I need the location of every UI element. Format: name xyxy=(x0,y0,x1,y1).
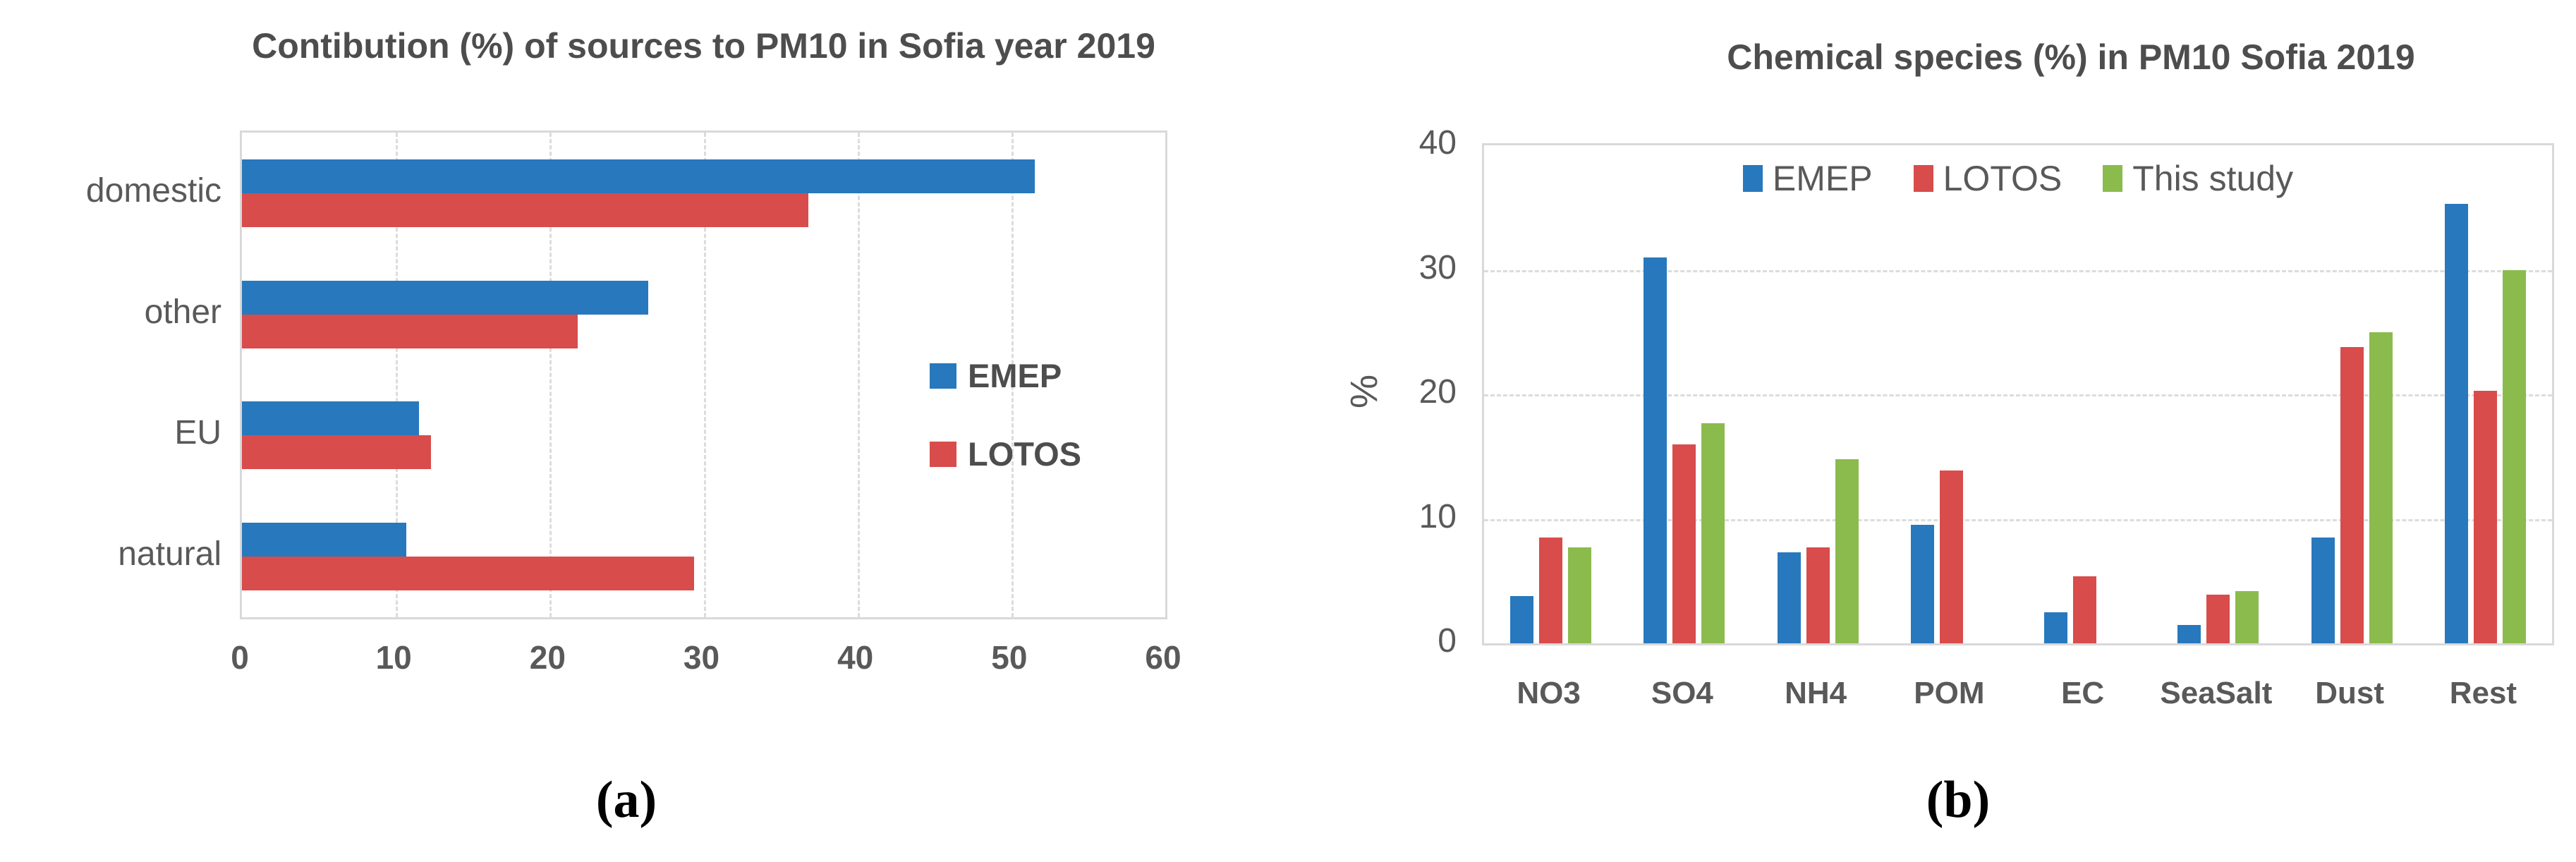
bar-this-study-SO4 xyxy=(1701,423,1725,643)
legend-label-lotos: LOTOS xyxy=(968,435,1082,473)
bar-lotos-SeaSalt xyxy=(2206,595,2230,643)
legend-label-emep: EMEP xyxy=(968,357,1062,394)
bar-lotos-POM xyxy=(1939,470,1963,643)
x-tick-label-60: 60 xyxy=(1145,639,1181,676)
legend-item-emep: EMEP xyxy=(930,356,1081,395)
gridline-y-10 xyxy=(1484,518,2552,521)
bar-this-study-NH4 xyxy=(1835,459,1859,643)
bar-emep-Rest xyxy=(2444,203,2468,643)
chart-b-plot-area xyxy=(1482,143,2554,645)
y-tick-label-20: 20 xyxy=(1418,373,1457,411)
chart-b-title: Chemical species (%) in PM10 Sofia 2019 xyxy=(1727,37,2415,77)
bar-emep-SeaSalt xyxy=(2177,624,2201,643)
y-tick-label-30: 30 xyxy=(1418,248,1457,286)
category-label-SO4: SO4 xyxy=(1651,676,1713,710)
y-tick-label-0: 0 xyxy=(1438,622,1457,660)
bar-emep-EC xyxy=(2044,612,2068,643)
gridline-y-30 xyxy=(1484,269,2552,272)
gridline-x-40 xyxy=(857,133,860,617)
category-label-SeaSalt: SeaSalt xyxy=(2160,676,2273,710)
gridline-x-20 xyxy=(549,133,552,617)
legend-item-lotos: LOTOS xyxy=(930,435,1081,473)
category-label-Dust: Dust xyxy=(2315,676,2385,710)
legend-swatch-lotos-icon xyxy=(1913,165,1933,192)
bar-lotos-other xyxy=(242,314,578,348)
bar-emep-POM xyxy=(1910,525,1934,643)
legend-label-emep: EMEP xyxy=(1772,159,1873,198)
bar-this-study-Dust xyxy=(2369,332,2393,643)
chart-b-legend: EMEP LOTOS This study xyxy=(1482,158,2554,199)
legend-swatch-this-study-icon xyxy=(2103,165,2123,192)
bar-this-study-NO3 xyxy=(1568,547,1592,643)
bar-emep-NH4 xyxy=(1777,552,1801,643)
chart-a-title: Contibution (%) of sources to PM10 in So… xyxy=(252,26,1155,66)
bar-emep-Dust xyxy=(2311,537,2335,643)
legend-swatch-emep-icon xyxy=(1742,165,1763,192)
legend-swatch-lotos-icon xyxy=(930,441,956,467)
chart-panel-a: Contibution (%) of sources to PM10 in So… xyxy=(85,26,1181,829)
chart-panel-b: Chemical species (%) in PM10 Sofia 2019 … xyxy=(1288,0,2576,862)
bar-emep-NO3 xyxy=(1510,595,1534,643)
bar-emep-natural xyxy=(242,523,407,557)
bar-lotos-natural xyxy=(242,557,695,591)
x-tick-label-30: 30 xyxy=(683,639,720,676)
category-label-EC: EC xyxy=(2061,676,2105,710)
gridline-x-30 xyxy=(703,133,706,617)
bar-emep-other xyxy=(242,280,648,315)
bar-emep-EU xyxy=(242,401,419,436)
category-label-NO3: NO3 xyxy=(1517,676,1581,710)
chart-a-legend: EMEP LOTOS xyxy=(930,356,1081,513)
category-label-POM: POM xyxy=(1914,676,1985,710)
bar-lotos-SO4 xyxy=(1672,444,1696,643)
bar-this-study-Rest xyxy=(2502,269,2526,643)
bar-lotos-Rest xyxy=(2473,390,2497,643)
x-tick-label-10: 10 xyxy=(375,639,412,676)
bar-emep-SO4 xyxy=(1644,257,1667,643)
caption-a: (a) xyxy=(595,771,657,829)
legend-label-this-study: This study xyxy=(2132,159,2294,198)
x-tick-label-0: 0 xyxy=(231,639,249,676)
caption-b: (b) xyxy=(1926,771,1991,829)
legend-item-lotos: LOTOS xyxy=(1913,158,2062,199)
gridline-x-10 xyxy=(396,133,399,617)
bar-lotos-NO3 xyxy=(1539,537,1563,643)
x-tick-label-50: 50 xyxy=(991,639,1028,676)
y-tick-label-40: 40 xyxy=(1418,124,1457,162)
category-label-natural: natural xyxy=(118,535,221,573)
bar-lotos-domestic xyxy=(242,193,808,227)
gridline-y-20 xyxy=(1484,394,2552,396)
legend-label-lotos: LOTOS xyxy=(1943,159,2062,198)
legend-swatch-emep-icon xyxy=(930,363,956,389)
chart-a-plot-area xyxy=(240,130,1167,619)
y-tick-label-10: 10 xyxy=(1418,497,1457,535)
category-label-other: other xyxy=(144,293,221,331)
x-tick-label-40: 40 xyxy=(837,639,874,676)
x-tick-label-20: 20 xyxy=(529,639,566,676)
category-label-domestic: domestic xyxy=(85,171,221,210)
bar-lotos-Dust xyxy=(2340,346,2364,643)
gridline-x-50 xyxy=(1011,133,1014,617)
category-label-EU: EU xyxy=(174,414,221,452)
bar-emep-domestic xyxy=(242,159,1035,193)
bar-lotos-EU xyxy=(242,435,432,470)
legend-item-this-study: This study xyxy=(2103,158,2293,199)
bar-lotos-EC xyxy=(2073,576,2097,643)
category-label-Rest: Rest xyxy=(2449,676,2517,710)
bar-lotos-NH4 xyxy=(1806,547,1830,643)
category-label-NH4: NH4 xyxy=(1785,676,1847,710)
legend-item-emep: EMEP xyxy=(1742,158,1873,199)
bar-this-study-SeaSalt xyxy=(2235,590,2259,643)
